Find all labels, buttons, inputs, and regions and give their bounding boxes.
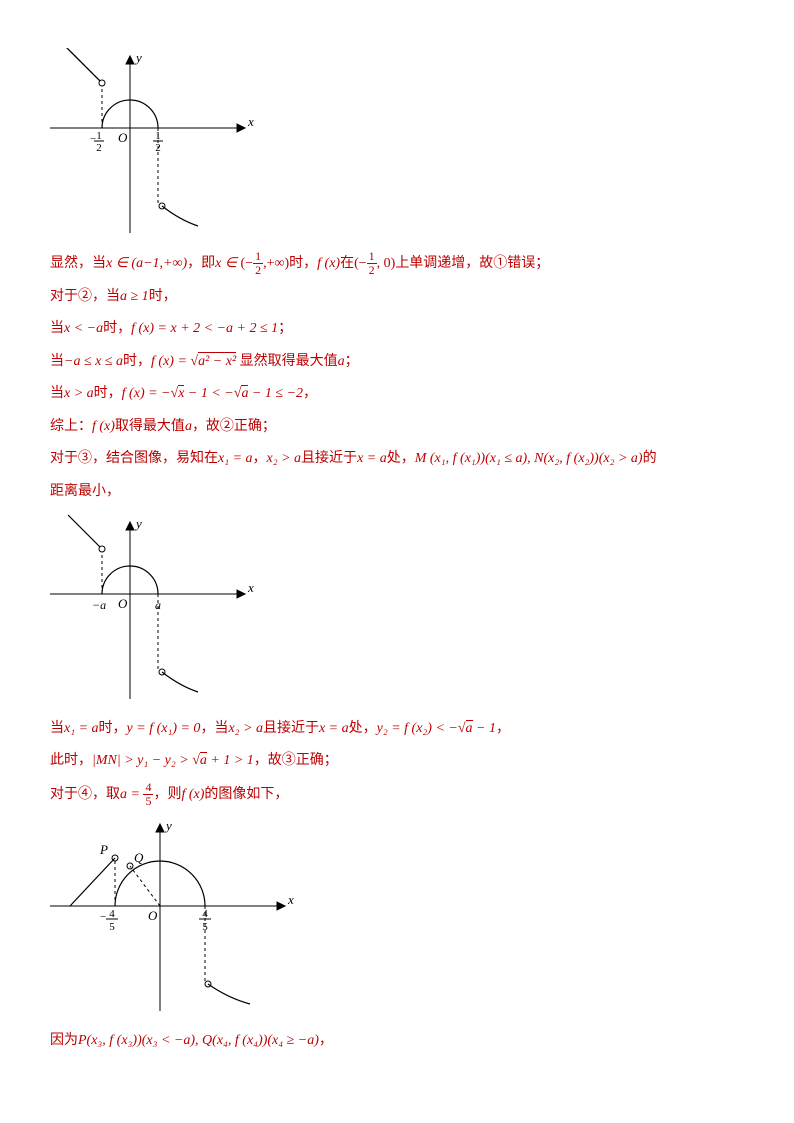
svg-text:y: y [134,50,142,65]
graph-3: x y O P Q − 4 5 4 5 [50,816,300,1016]
svg-text:P: P [99,842,108,857]
text-8: 当x₁ = a时，y = f (x₁) = 0，当x₂ > a且接近于x = a… [50,716,744,743]
text-6: 综上：f (x)取得最大值a，故②正确； [50,414,744,441]
text-5: 当x > a时，f (x) = −√x − 1 < −√a − 1 ≤ −2， [50,381,744,408]
svg-text:1: 1 [96,130,102,142]
text-2: 对于②，当a ≥ 1时， [50,284,744,311]
svg-text:x: x [247,114,254,129]
text-4: 当−a ≤ x ≤ a时，f (x) = √a² − x² 显然取得最大值a； [50,349,744,376]
text-9: 此时，|MN| > y₁ − y₂ > √a + 1 > 1，故③正确； [50,748,744,775]
svg-text:Q: Q [134,850,144,865]
svg-text:−: − [100,911,106,923]
svg-text:2: 2 [96,142,102,154]
svg-text:O: O [118,596,128,611]
graph-2: x y O −a a [50,514,260,704]
svg-text:O: O [118,130,128,145]
text-3: 当x < −a时，f (x) = x + 2 < −a + 2 ≤ 1； [50,316,744,343]
svg-text:4: 4 [202,908,208,920]
svg-text:4: 4 [109,908,115,920]
svg-text:2: 2 [155,142,161,154]
svg-text:x: x [247,580,254,595]
svg-text:5: 5 [109,921,115,933]
text-11: 因为P(x₃, f (x₃))(x₃ < −a), Q(x₄, f (x₄))(… [50,1028,744,1055]
text-10: 对于④，取a = 45，则f (x)的图像如下， [50,781,744,809]
svg-text:O: O [148,908,158,923]
text-1: 显然，当x ∈ (a−1,+∞)，即x ∈ (−12,+∞)时，f (x)在(−… [50,250,744,278]
svg-text:y: y [134,516,142,531]
svg-text:a: a [155,598,161,612]
svg-text:−a: −a [92,598,106,612]
svg-text:1: 1 [155,130,161,142]
svg-text:y: y [164,818,172,833]
svg-text:5: 5 [202,921,208,933]
svg-text:x: x [287,892,294,907]
text-7b: 距离最小， [50,479,744,506]
text-7: 对于③，结合图像，易知在x₁ = a，x₂ > a且接近于x = a处，M (x… [50,446,744,473]
graph-1: x y O − 1 2 1 2 [50,48,260,238]
